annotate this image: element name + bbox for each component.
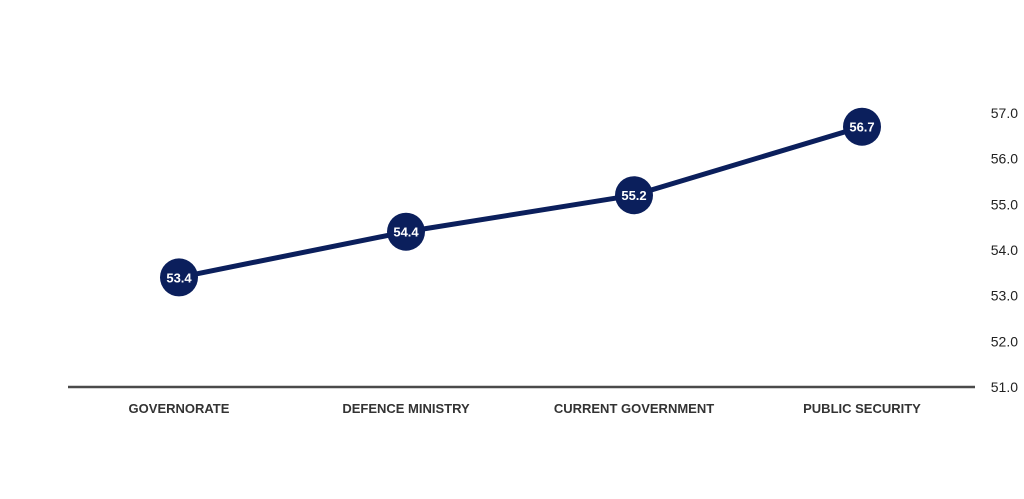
y-tick-label: 52.0 (991, 333, 1018, 349)
data-point-marker (615, 176, 653, 215)
y-tick-label: 57.0 (991, 105, 1018, 121)
data-label: 56.7 (849, 120, 874, 135)
data-point-marker (160, 258, 198, 297)
data-label: 54.4 (393, 225, 419, 240)
data-points: 53.4 54.4 55.2 56.7 (160, 107, 881, 297)
x-category-label: CURRENT GOVERNMENT (554, 401, 714, 416)
data-point: 56.7 (843, 107, 881, 146)
y-tick-label: 51.0 (991, 379, 1018, 395)
series-line (176, 124, 865, 280)
y-tick-label: 55.0 (991, 196, 1018, 212)
data-point-marker (387, 212, 425, 251)
x-category-label: GOVERNORATE (129, 401, 230, 416)
y-axis-tick-labels: 51.0 52.0 53.0 54.0 55.0 56.0 57.0 (991, 105, 1018, 395)
data-point: 55.2 (615, 176, 653, 215)
data-label: 53.4 (166, 270, 192, 285)
data-point: 53.4 (160, 258, 198, 297)
y-tick-label: 54.0 (991, 242, 1018, 258)
data-point: 54.4 (387, 212, 425, 251)
y-tick-label: 56.0 (991, 151, 1018, 167)
x-category-label: DEFENCE MINISTRY (342, 401, 470, 416)
x-axis-category-labels: GOVERNORATE DEFENCE MINISTRY CURRENT GOVER… (129, 401, 922, 416)
data-point-marker (843, 107, 881, 146)
y-tick-label: 53.0 (991, 288, 1018, 304)
data-label: 55.2 (621, 188, 646, 203)
x-category-label: PUBLIC SECURITY (803, 401, 921, 416)
